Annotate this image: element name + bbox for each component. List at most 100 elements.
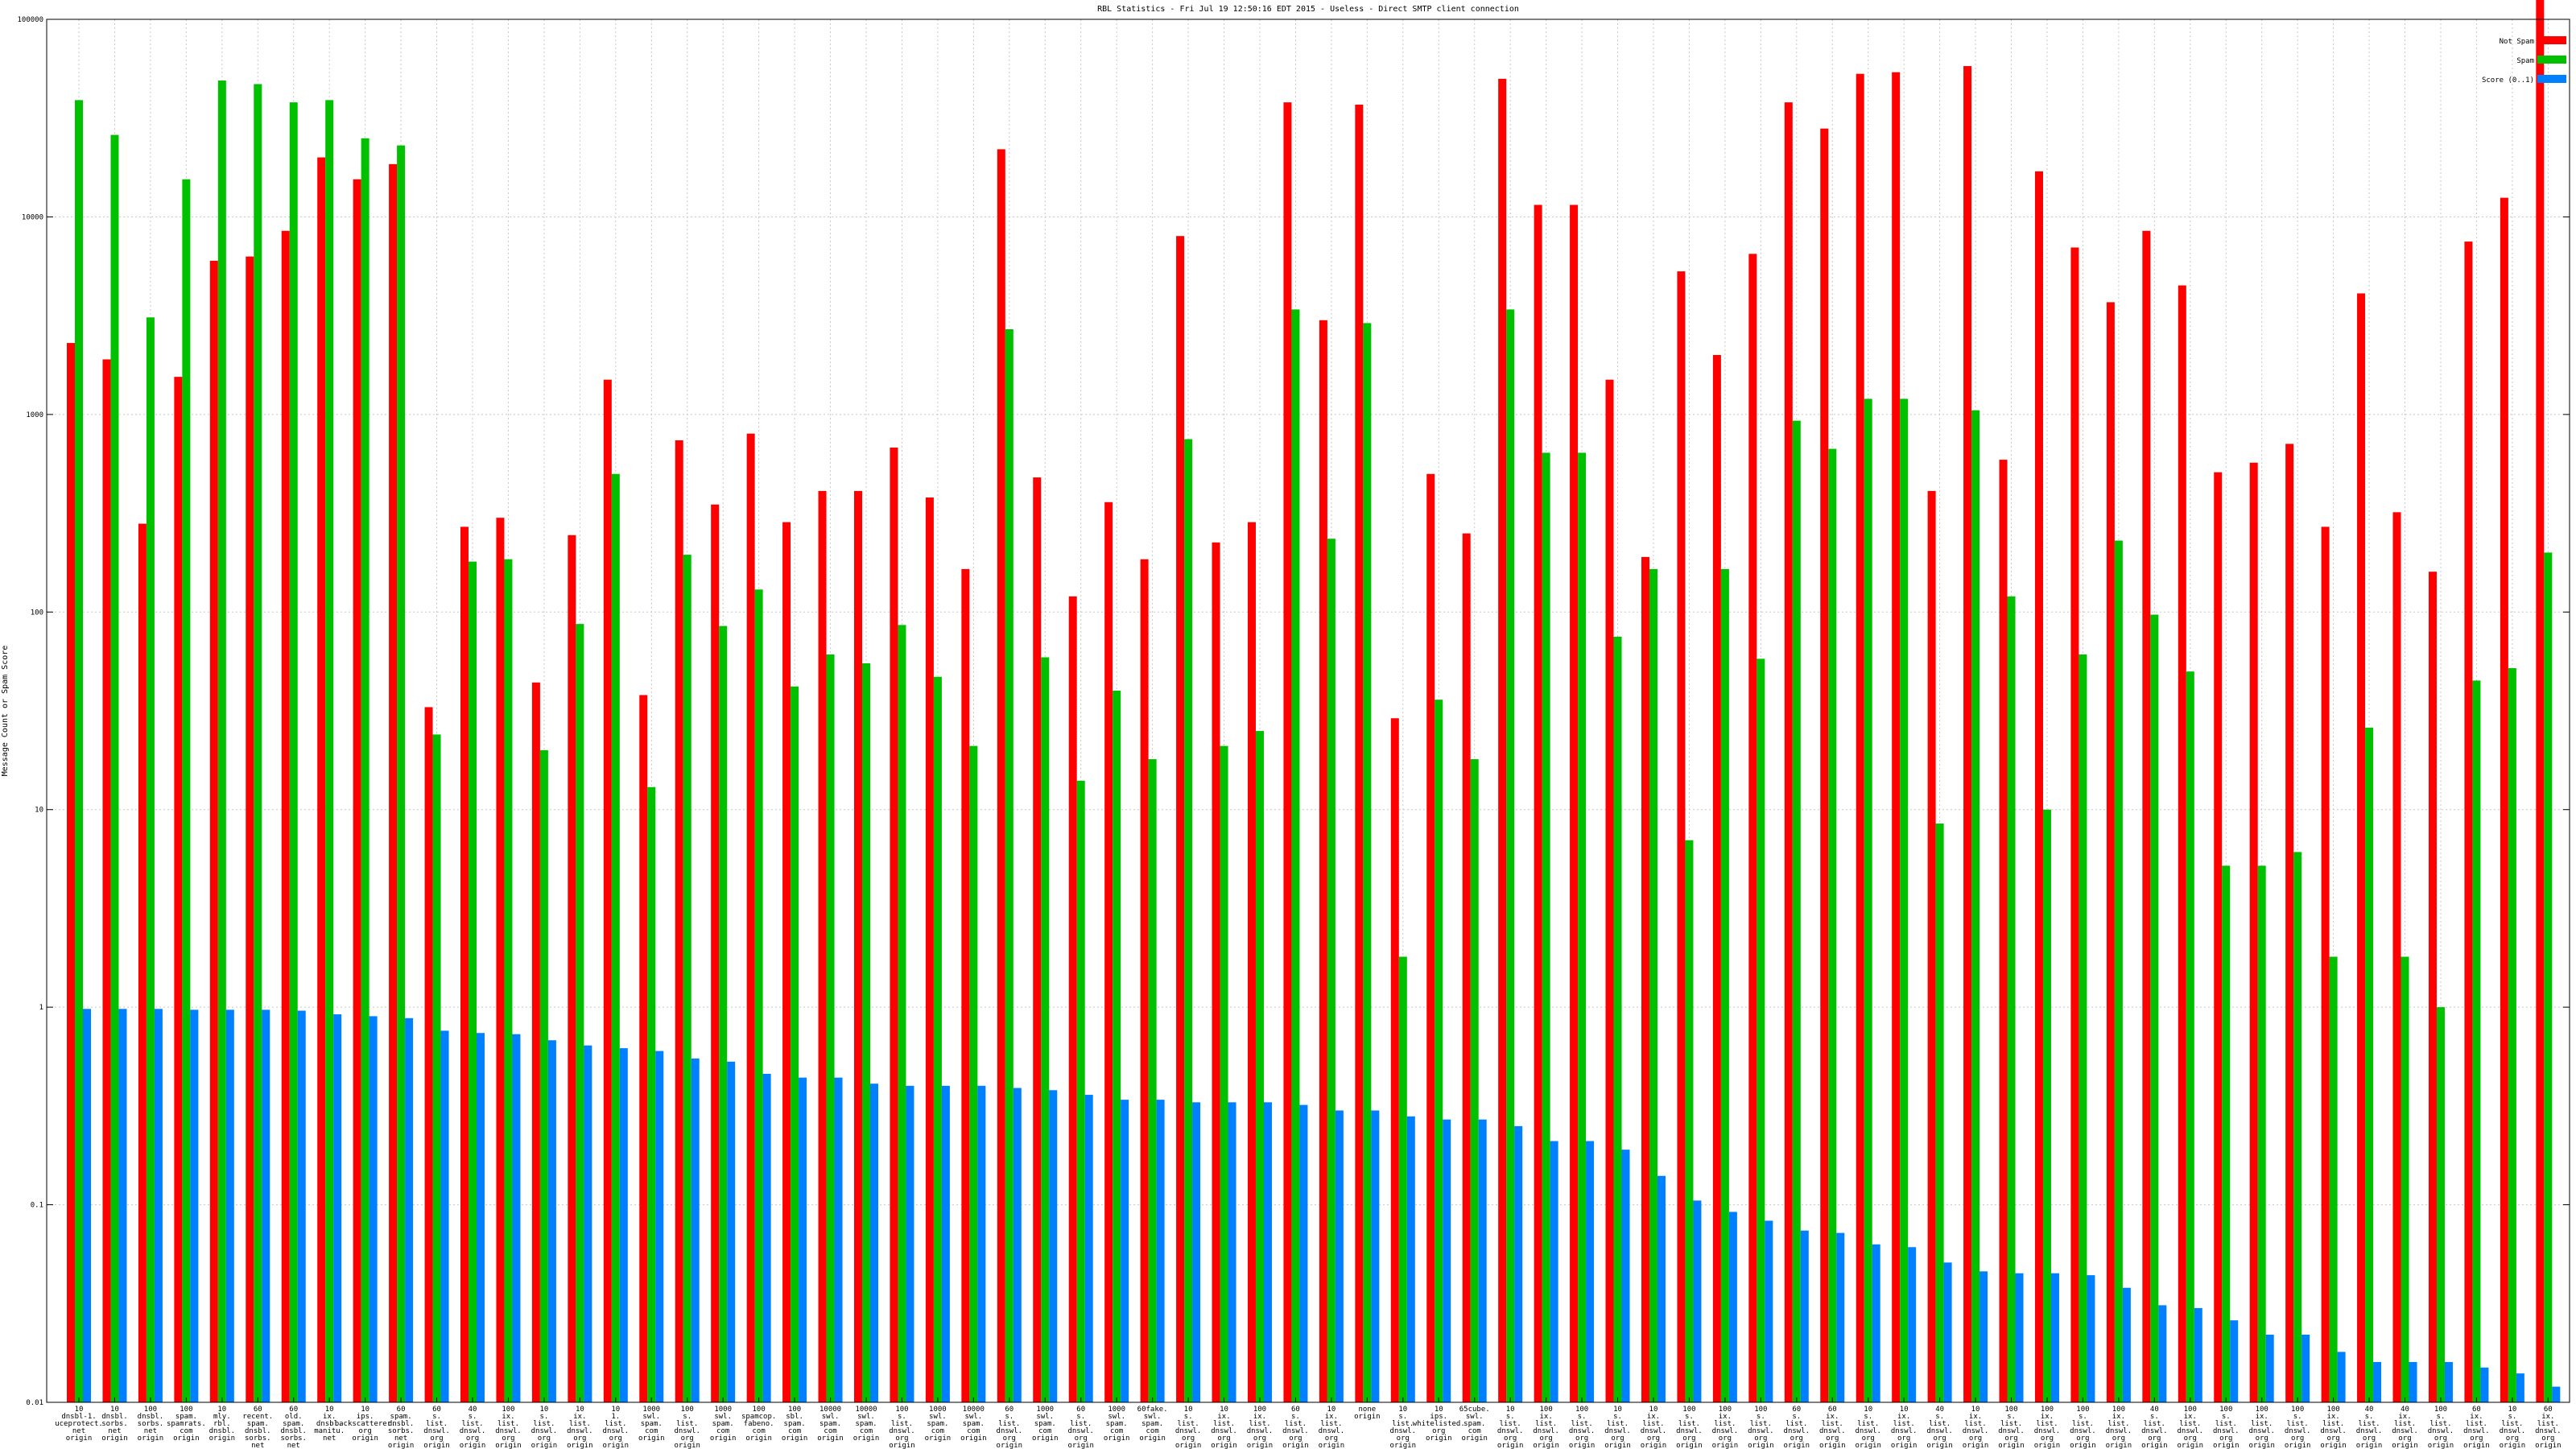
bar-spam xyxy=(683,555,691,1402)
x-category-label: dnswl. xyxy=(1712,1427,1739,1435)
bar-not-spam xyxy=(246,256,254,1402)
bar-not-spam xyxy=(531,682,540,1402)
x-category-label: 60fake. xyxy=(1137,1406,1168,1414)
x-category-label: org xyxy=(2004,1435,2017,1443)
bars xyxy=(67,0,2561,1403)
x-category-label: origin xyxy=(853,1435,880,1443)
bar-spam xyxy=(75,100,84,1403)
bar-score-0-1- xyxy=(2265,1334,2274,1402)
x-category-label: net xyxy=(323,1435,336,1443)
x-category-label: org xyxy=(1790,1435,1803,1443)
x-category-label: org xyxy=(2076,1435,2089,1443)
x-category-label: origin xyxy=(1104,1435,1130,1443)
x-category-label: 40 xyxy=(1935,1406,1944,1414)
x-category-label: list. xyxy=(2429,1420,2451,1428)
x-category-label: origin xyxy=(1891,1442,1918,1449)
x-category-label: ix. xyxy=(2470,1413,2483,1421)
bar-not-spam xyxy=(925,497,934,1402)
bar-score-0-1- xyxy=(1049,1090,1058,1402)
x-category-label: 10 xyxy=(1435,1406,1443,1414)
x-category-label: dnswl. xyxy=(1390,1427,1417,1435)
x-category-label: org xyxy=(2041,1435,2054,1443)
x-category-label: s. xyxy=(1935,1413,1944,1421)
bar-spam xyxy=(826,654,835,1402)
y-tick-label: 0.1 xyxy=(31,1202,43,1210)
bar-not-spam xyxy=(2536,0,2545,1403)
x-category-label: list. xyxy=(1893,1420,1915,1428)
x-category-label: s. xyxy=(469,1413,477,1421)
x-category-label: sorbs. xyxy=(388,1427,415,1435)
x-category-label: list. xyxy=(497,1420,519,1428)
bar-not-spam xyxy=(782,522,791,1402)
bar-not-spam xyxy=(1212,542,1220,1402)
x-category-label: 10 xyxy=(611,1406,620,1414)
x-category-label: spam. xyxy=(855,1420,877,1428)
x-category-label: list. xyxy=(2000,1420,2022,1428)
x-category-label: origin xyxy=(782,1435,808,1443)
bar-score-0-1- xyxy=(547,1040,556,1402)
x-category-label: org xyxy=(2398,1435,2411,1443)
bar-score-0-1- xyxy=(83,1009,92,1402)
x-category-label: swl. xyxy=(642,1413,660,1421)
bar-spam xyxy=(1757,658,1765,1402)
x-category-label: 100 xyxy=(2076,1406,2089,1414)
x-category-label: origin xyxy=(1390,1442,1417,1449)
x-category-label: list. xyxy=(2394,1420,2416,1428)
x-category-label: dnswl. xyxy=(2320,1427,2347,1435)
bar-score-0-1- xyxy=(2015,1273,2024,1402)
x-category-label: list. xyxy=(1607,1420,1629,1428)
bar-spam xyxy=(1649,568,1657,1402)
x-category-label: origin xyxy=(603,1442,630,1449)
x-category-label: org xyxy=(609,1435,622,1443)
x-category-label: origin xyxy=(1963,1442,1989,1449)
bar-spam xyxy=(1220,745,1228,1402)
x-category-label: list. xyxy=(1213,1420,1235,1428)
bar-spam xyxy=(2329,956,2338,1402)
x-category-label: 100 xyxy=(180,1406,192,1414)
x-category-label: list. xyxy=(569,1420,591,1428)
x-category-label: dnswl. xyxy=(997,1427,1023,1435)
bar-score-0-1- xyxy=(1121,1100,1129,1402)
x-category-label: list. xyxy=(1285,1420,1307,1428)
bar-spam xyxy=(969,745,978,1402)
x-category-label: origin xyxy=(1926,1442,1953,1449)
x-category-label: origin xyxy=(1819,1442,1846,1449)
x-category-label: origin xyxy=(638,1435,665,1443)
x-category-label: origin xyxy=(2034,1442,2061,1449)
x-category-label: dnswl. xyxy=(674,1427,700,1435)
x-category-label: com xyxy=(788,1427,801,1435)
x-category-label: origin xyxy=(1533,1442,1559,1449)
x-category-label: origin xyxy=(138,1435,164,1443)
bar-spam xyxy=(289,102,298,1403)
x-category-label: dnsbl. xyxy=(316,1420,343,1428)
bar-spam xyxy=(325,100,334,1403)
x-category-label: 65cube. xyxy=(1459,1406,1490,1414)
x-category-label: s. xyxy=(1076,1413,1085,1421)
x-category-label: ix. xyxy=(2041,1413,2054,1421)
bar-score-0-1- xyxy=(1443,1119,1451,1402)
y-tick-label: 0.01 xyxy=(26,1399,43,1407)
bar-not-spam xyxy=(1283,102,1292,1403)
x-category-label: spam. xyxy=(390,1413,412,1421)
x-category-label: swl. xyxy=(714,1413,732,1421)
x-category-label: 10 xyxy=(1613,1406,1622,1414)
x-category-label: origin xyxy=(2248,1442,2275,1449)
x-category-label: ix. xyxy=(2541,1413,2554,1421)
bar-not-spam xyxy=(1319,320,1327,1403)
x-category-label: origin xyxy=(1784,1442,1810,1449)
bar-not-spam xyxy=(675,440,683,1402)
bar-not-spam xyxy=(1605,379,1614,1403)
x-category-label: old. xyxy=(285,1413,303,1421)
legend-label: Score (0..1) xyxy=(2482,76,2534,85)
x-category-label: com xyxy=(180,1427,192,1435)
x-category-label: ix. xyxy=(1897,1413,1910,1421)
x-category-label: origin xyxy=(1319,1442,1345,1449)
x-category-label: org xyxy=(1754,1435,1767,1443)
x-category-label: origin xyxy=(460,1442,486,1449)
x-category-label: list. xyxy=(1678,1420,1700,1428)
bar-score-0-1- xyxy=(691,1058,700,1402)
bar-not-spam xyxy=(639,695,648,1402)
x-category-label: com xyxy=(716,1427,729,1435)
x-category-label: list. xyxy=(2144,1420,2165,1428)
bar-score-0-1- xyxy=(2194,1307,2202,1402)
